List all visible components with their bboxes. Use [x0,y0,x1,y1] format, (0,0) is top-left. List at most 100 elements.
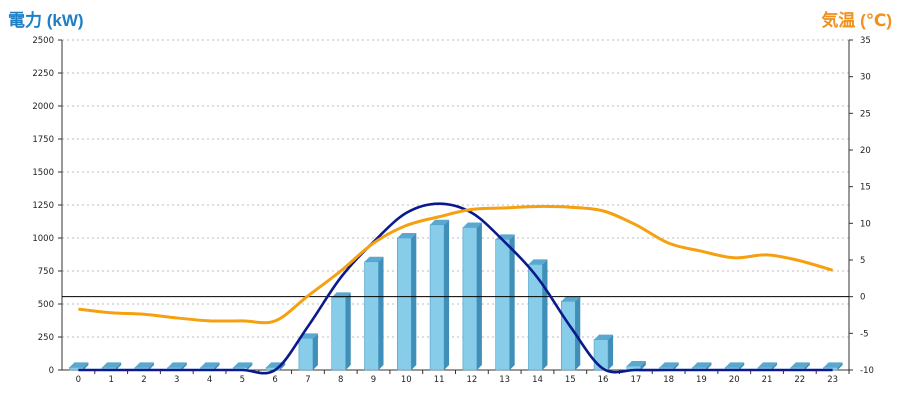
bar-top [659,362,679,368]
bar [429,219,450,371]
right-axis-title: 気温 (℃) [821,11,892,30]
bar [495,234,515,371]
x-tick-label: 14 [532,375,543,385]
bar [528,259,548,371]
bar-top [528,259,548,265]
bar-front [429,224,445,371]
bar-front [331,297,347,371]
bar-side [575,296,581,370]
bar-side [542,259,548,370]
bar-front [495,239,510,371]
power-line [78,202,833,375]
bar-side [837,362,843,370]
bar [659,362,679,371]
bar-top [692,362,712,368]
bar-top [134,362,154,368]
bar-side [116,362,122,370]
bar-top [430,219,450,225]
bar-side [312,333,318,370]
x-tick-label: 19 [696,375,707,385]
bar [69,362,89,371]
bar-top [397,233,417,238]
left-axis-title: 電力 (kW) [8,11,84,30]
bar [823,362,843,371]
bar [331,292,351,371]
x-tick-label: 5 [240,375,245,385]
bar-front [560,301,576,371]
bar [101,362,122,371]
x-tick-label: 16 [598,375,609,385]
left-tick-label: 0 [49,366,54,376]
bar [462,222,482,371]
x-tick-label: 1 [108,375,113,385]
x-tick-label: 17 [630,375,641,385]
x-tick-label: 12 [466,375,477,385]
x-tick-label: 11 [434,375,445,385]
x-tick-label: 2 [141,375,146,385]
left-tick-label: 250 [38,333,54,343]
bar [364,256,384,371]
x-tick-label: 6 [272,375,277,385]
bar-side [444,219,450,370]
bar-top [233,362,253,368]
x-tick-label: 13 [499,375,510,385]
bar-front [462,227,478,371]
grid [62,39,849,338]
bar-side [706,362,712,370]
bar-top [626,361,646,367]
bar-side [509,234,515,370]
bar-side [640,361,646,370]
bar-top [594,334,614,340]
bar-side [280,362,286,370]
bar-side [411,233,417,370]
bar [560,296,581,371]
bar-side [739,362,745,370]
right-tick-label: -5 [860,329,868,339]
left-tick-label: 500 [38,300,54,310]
x-tick-label: 9 [371,375,376,385]
x-tick-label: 4 [207,375,212,385]
bar-side [673,362,679,370]
x-tick-label: 7 [305,375,310,385]
bar-top [561,296,581,302]
bar-side [181,362,187,370]
left-tick-label: 1250 [32,201,54,211]
left-tick-label: 750 [38,267,54,277]
right-tick-label: 10 [860,219,871,229]
bar-top [69,362,89,368]
bar-side [378,256,384,370]
bar-side [247,362,253,370]
bar [298,333,318,371]
x-tick-label: 3 [174,375,179,385]
bar-top [331,292,351,298]
bar-side [608,334,614,370]
x-tick-label: 20 [729,375,740,385]
bar [724,362,745,371]
right-tick-label: 5 [860,256,865,266]
bar-top [364,256,384,262]
left-tick-label: 2500 [32,36,54,46]
left-tick-label: 2000 [32,102,54,112]
bar-top [102,362,122,368]
bar-top [725,362,745,368]
bar-side [148,362,154,370]
right-tick-label: 20 [860,146,871,156]
x-tick-label: 8 [338,375,343,385]
left-tick-label: 2250 [32,69,54,79]
right-tick-label: -10 [860,366,874,376]
bar-top [823,362,843,368]
right-tick-label: 30 [860,73,871,83]
right-tick-label: 35 [860,36,871,46]
x-tick-label: 23 [827,375,838,385]
bar [626,361,646,371]
x-tick-label: 0 [76,375,81,385]
bar-top [167,362,187,368]
temperature-line [78,204,834,325]
right-tick-label: 0 [860,293,865,303]
bar-top [758,362,778,368]
right-tick-label: 15 [860,183,871,193]
bar-top [462,222,482,228]
bar-front [298,338,314,371]
bar-side [345,292,351,370]
